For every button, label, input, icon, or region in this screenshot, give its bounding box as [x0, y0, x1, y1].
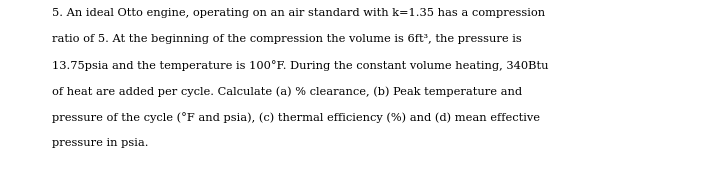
Text: ratio of 5. At the beginning of the compression the volume is 6ft³, the pressure: ratio of 5. At the beginning of the comp… — [52, 34, 522, 44]
Text: pressure of the cycle (°F and psia), (c) thermal efficiency (%) and (d) mean eff: pressure of the cycle (°F and psia), (c)… — [52, 112, 540, 123]
Text: pressure in psia.: pressure in psia. — [52, 138, 148, 148]
Text: 5. An ideal Otto engine, operating on an air standard with k=1.35 has a compress: 5. An ideal Otto engine, operating on an… — [52, 8, 545, 18]
Text: 13.75psia and the temperature is 100°F. During the constant volume heating, 340B: 13.75psia and the temperature is 100°F. … — [52, 60, 549, 71]
Text: of heat are added per cycle. Calculate (a) % clearance, (b) Peak temperature and: of heat are added per cycle. Calculate (… — [52, 86, 522, 96]
